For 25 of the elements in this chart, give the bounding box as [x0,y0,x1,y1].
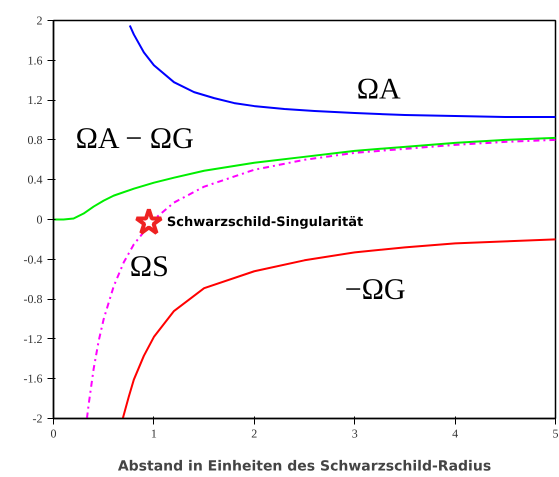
x-axis-title: Abstand in Einheiten des Schwarzschild-Radius [118,458,492,474]
y-tick-label: -2 [32,412,43,426]
x-tick-label: 2 [251,426,258,440]
y-tick-label: 0.4 [28,172,42,187]
y-tick-label: 0.8 [28,132,42,147]
line-series [122,238,556,418]
y-tick-label: -1.2 [24,332,43,346]
series-label: ΩA − ΩG [76,122,194,156]
y-tick-label: 1.2 [28,93,42,108]
x-tick-label: 3 [352,426,358,440]
x-tick-label: 1 [150,426,157,440]
line-series [128,24,556,118]
x-tick-label: 4 [452,426,458,440]
series-label: ΩA [356,72,401,106]
y-tick-label: 1.6 [28,53,42,68]
series-label: ΩS [130,250,169,283]
y-tick-label: -0.4 [24,252,43,266]
y-tick-label: 2 [36,14,42,28]
x-tick-label: 0 [50,426,56,440]
y-tick-label: 0 [36,212,42,226]
x-tick-label: 5 [552,426,558,440]
y-tick-label: -0.8 [24,292,43,306]
annotation: Schwarzschild-Singularität [166,214,364,230]
series-label: −ΩG [344,272,406,306]
y-tick-label: -1.6 [24,372,43,386]
